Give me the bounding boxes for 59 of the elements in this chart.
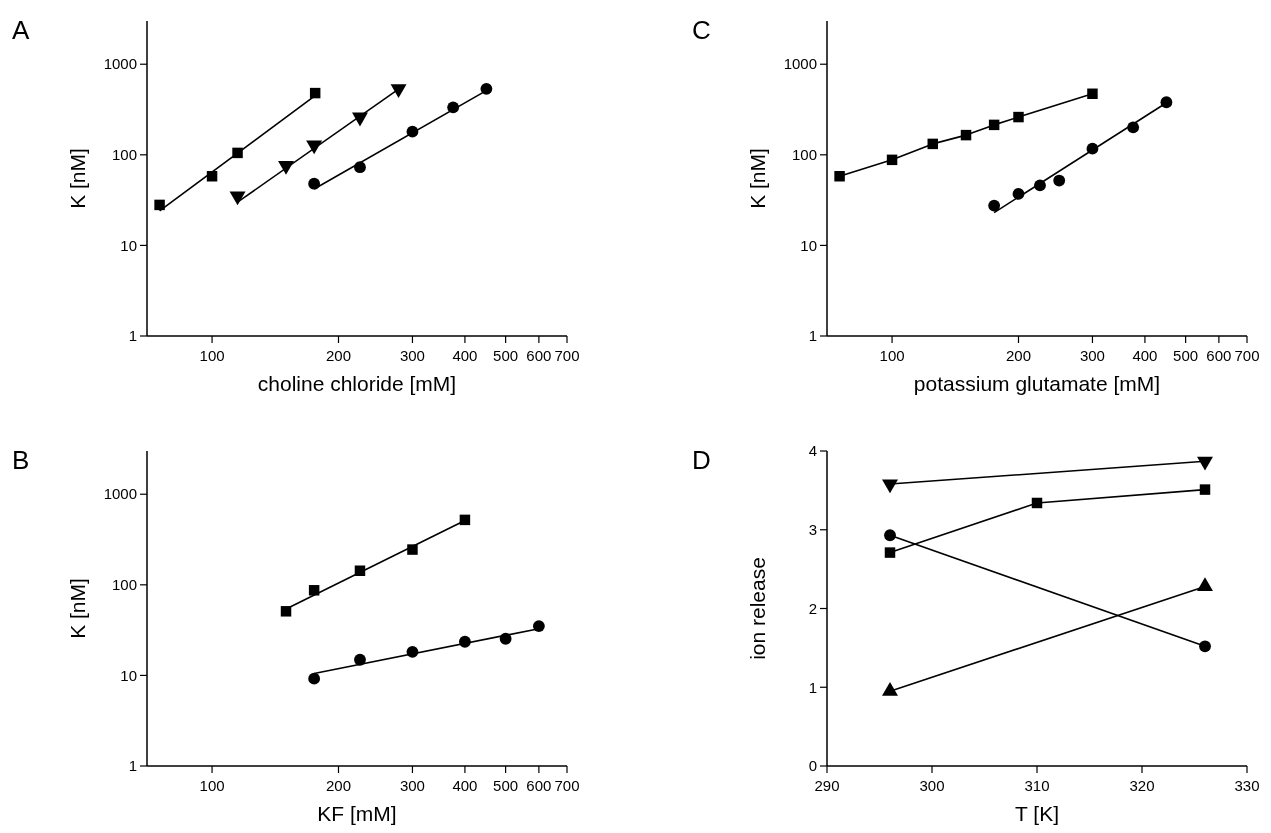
y-tick-label: 10 [120, 666, 137, 684]
x-tick-label: 600 [526, 777, 552, 794]
point [884, 529, 896, 542]
x-tick-label: 200 [1005, 347, 1032, 364]
x-tick-label: 600 [526, 347, 552, 364]
x-tick-label: 400 [452, 777, 478, 794]
x-tick-label: 500 [1173, 347, 1199, 364]
y-tick-label: 10 [800, 236, 817, 254]
y-tick-label: 2 [808, 599, 817, 617]
y-tick-label: 100 [791, 146, 817, 164]
y-tick-label: 3 [808, 521, 817, 538]
x-tick-label: 200 [325, 347, 352, 364]
x-tick-label: 300 [1079, 347, 1105, 364]
x-tick-label: 200 [325, 777, 352, 794]
y-tick-label: 1000 [103, 485, 137, 503]
y-tick-label: 1000 [103, 55, 137, 73]
y-tick-label: 1 [128, 327, 137, 345]
chart-title: D [692, 445, 711, 475]
x-tick-label: 400 [1132, 347, 1158, 364]
x-tick-label: 600 [1206, 347, 1232, 364]
x-tick-label: 300 [399, 347, 425, 364]
x-axis-title: KF [mM] [317, 802, 397, 825]
x-tick-label: 100 [199, 777, 225, 794]
x-tick-label: 700 [554, 777, 580, 794]
point [884, 547, 896, 558]
y-tick-label: 4 [808, 442, 817, 460]
y-tick-label: 100 [111, 146, 137, 164]
y-tick-label: 100 [111, 576, 137, 594]
y-axis-title: ion release [746, 557, 769, 660]
x-axis-title: potassium glutamate [mM] [913, 372, 1161, 395]
x-axis-title: choline chloride [mM] [257, 372, 457, 395]
chart-title: A [12, 15, 30, 45]
chart-title: B [12, 445, 30, 475]
x-tick-label: 100 [199, 347, 225, 364]
x-tick-label: 500 [493, 347, 519, 364]
point [1199, 484, 1211, 495]
y-axis-title: K [nM] [66, 148, 89, 209]
chart-title: C [692, 15, 711, 45]
y-tick-label: 1000 [783, 55, 817, 73]
point [1031, 497, 1043, 509]
x-tick-label: 100 [879, 347, 905, 364]
y-tick-label: 1 [808, 678, 817, 696]
y-tick-label: 0 [808, 757, 817, 775]
y-tick-label: 10 [120, 236, 137, 254]
x-tick-label: 290 [814, 777, 840, 794]
y-axis-title: K [nM] [66, 578, 89, 639]
y-tick-label: 1 [808, 327, 817, 345]
x-tick-label: 300 [399, 777, 425, 794]
y-tick-label: 1 [128, 757, 137, 775]
y-axis-title: K [nM] [746, 148, 769, 209]
x-axis-title: T [K] [1015, 802, 1059, 825]
x-tick-label: 320 [1129, 777, 1155, 794]
x-tick-label: 400 [452, 347, 478, 364]
x-tick-label: 300 [919, 777, 945, 794]
x-tick-label: 310 [1024, 777, 1050, 794]
x-tick-label: 700 [554, 347, 580, 364]
x-tick-label: 330 [1234, 777, 1260, 794]
x-tick-label: 700 [1234, 347, 1260, 364]
x-tick-label: 500 [493, 777, 519, 794]
